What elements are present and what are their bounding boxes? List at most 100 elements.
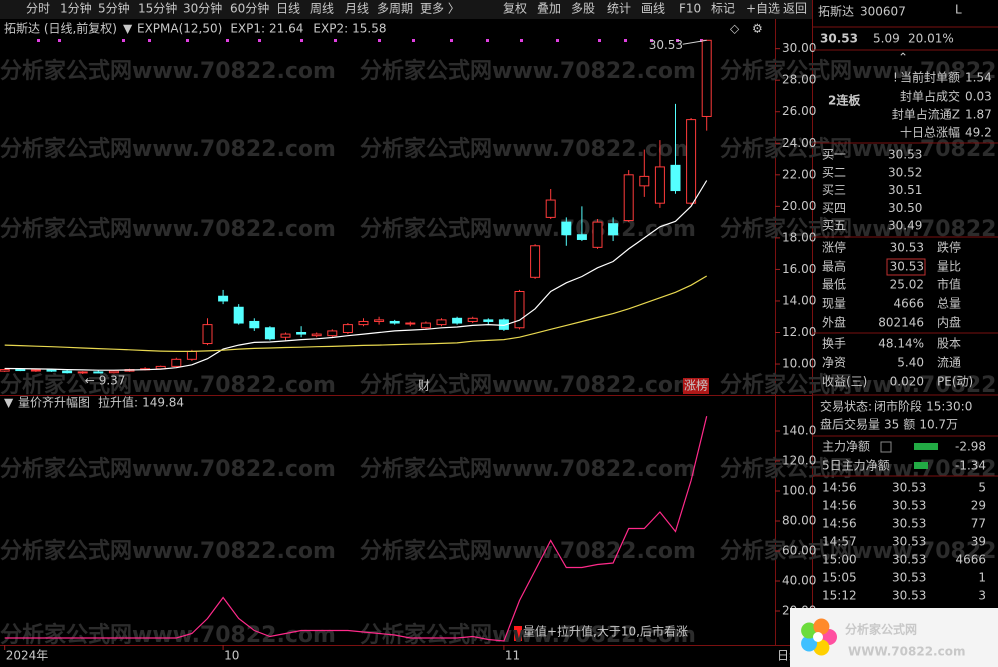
period-tab[interactable]: 1分钟 xyxy=(60,1,92,16)
bid-price: 30.49 xyxy=(888,219,922,233)
y-tick-label: 24.00 xyxy=(782,136,816,150)
tick-time: 14:56 xyxy=(822,499,857,513)
price: 30.53 xyxy=(820,32,858,46)
stock-flag: L xyxy=(955,3,962,17)
stat-label: 涨停 xyxy=(822,240,846,255)
amount-value: 10.7万 xyxy=(919,418,958,432)
flow-icon[interactable] xyxy=(880,441,892,453)
flow-value: -2.98 xyxy=(955,440,986,454)
legend-value: 149.84 xyxy=(142,396,184,410)
period-tab[interactable]: 5分钟 xyxy=(98,1,130,16)
bid-label: 买四 xyxy=(822,201,846,215)
candle-body xyxy=(77,371,88,374)
more-icon[interactable]: ⚙ xyxy=(752,22,763,36)
y-tick-label: 80.00 xyxy=(782,514,816,528)
tool-button[interactable]: 返回 xyxy=(783,2,807,16)
toolbar xyxy=(0,0,812,19)
status-phase: 闭市阶段 xyxy=(874,399,922,414)
period-tab[interactable]: 月线 xyxy=(345,2,369,16)
high-label: 30.53 xyxy=(649,38,683,52)
change-pct: 20.01% xyxy=(908,32,954,46)
tool-button[interactable]: 画线 xyxy=(641,2,665,16)
info-icon: ! xyxy=(893,71,898,85)
watermark: 分析家公式网www.70822.com xyxy=(0,456,336,482)
high-pointer xyxy=(682,39,707,45)
bid-label: 买二 xyxy=(822,165,846,179)
diamond-icon[interactable]: ◇ xyxy=(730,22,740,36)
tick-price: 30.53 xyxy=(892,481,926,495)
stat-label: 收益(三) xyxy=(822,375,867,389)
candle-body xyxy=(218,295,229,302)
signal-dot xyxy=(258,39,261,42)
signal-dot xyxy=(334,39,337,42)
y-tick-label: 60.00 xyxy=(782,544,816,558)
tool-button[interactable]: 多股 xyxy=(571,2,595,16)
dropdown-icon[interactable]: ▼ xyxy=(123,22,133,36)
logo-petal xyxy=(813,618,830,635)
stat-label: 总量 xyxy=(937,297,961,311)
period-tab[interactable]: 更多 〉 xyxy=(420,2,460,16)
watermark: 分析家公式网www.70822.com xyxy=(360,456,696,482)
tool-button[interactable]: 复权 xyxy=(503,2,527,16)
signal-annotation: 量值+拉升值,大于10,后市看涨 xyxy=(523,624,688,639)
candle-body xyxy=(561,221,572,236)
logo-petal xyxy=(801,622,818,639)
tick-price: 30.53 xyxy=(892,535,926,549)
tool-button[interactable]: 叠加 xyxy=(537,2,561,16)
candle-body xyxy=(374,319,385,322)
signal-dot xyxy=(520,39,523,42)
candle-body xyxy=(592,221,603,248)
collapse-icon[interactable]: ▼ xyxy=(4,396,14,410)
signal-dot xyxy=(624,39,627,42)
bid-price: 30.50 xyxy=(888,201,922,215)
stat-value: 48.14% xyxy=(878,337,924,351)
watermark: 分析家公式网www.70822.com xyxy=(0,372,336,398)
candle-body xyxy=(342,324,353,334)
after-label: 盘后交易量 xyxy=(820,417,880,432)
flow-value: -1.34 xyxy=(955,459,986,473)
flow-bar xyxy=(914,443,938,450)
tool-button[interactable]: F10 xyxy=(679,2,701,16)
stat-label: 内盘 xyxy=(937,315,961,330)
watermark: 分析家公式网www.70822.com xyxy=(360,538,696,564)
tool-button[interactable]: +自选 xyxy=(746,2,780,16)
period-tab[interactable]: 多周期 xyxy=(377,2,413,16)
x-tick-label: 11 xyxy=(505,649,520,663)
seal-value: 1.87 xyxy=(965,108,992,122)
period-tab[interactable]: 30分钟 xyxy=(183,1,222,16)
period-tab[interactable]: 分时 xyxy=(26,2,50,16)
legend-value: 21.64 xyxy=(269,22,303,36)
candle-body xyxy=(623,174,634,222)
period-tab[interactable]: 日线 xyxy=(276,2,300,16)
period-tab[interactable]: 15分钟 xyxy=(138,1,177,16)
watermark: 分析家公式网www.70822.com xyxy=(360,622,696,648)
candle-body xyxy=(436,319,447,326)
y-tick-label: 12.00 xyxy=(782,325,816,339)
candle-body xyxy=(358,320,369,326)
candle-body xyxy=(405,322,416,325)
candle-body xyxy=(249,320,260,329)
tool-button[interactable]: 标记 xyxy=(711,2,735,16)
stat-label: 最高 xyxy=(822,259,846,274)
streak-badge: 2连板 xyxy=(828,93,861,108)
y-tick-label: 40.00 xyxy=(782,574,816,588)
candle-body xyxy=(483,319,494,322)
y-tick-label: 120.0 xyxy=(782,454,816,468)
watermark: 分析家公式网www.70822.com xyxy=(0,538,336,564)
candle-body xyxy=(670,164,681,192)
tick-time: 14:56 xyxy=(822,517,857,531)
logo-petal xyxy=(801,635,818,652)
flow-label: 主力净额 xyxy=(822,440,870,454)
tick-price: 30.53 xyxy=(892,589,926,603)
y-tick-label: 28.00 xyxy=(782,73,816,87)
candle-body xyxy=(264,327,275,340)
signal-dot xyxy=(676,39,679,42)
seal-value: 49.2 xyxy=(965,126,992,140)
collapse-toggle[interactable]: ⌃ xyxy=(898,51,908,65)
low-label: 9.37 xyxy=(99,373,126,387)
stat-label: PE(动) xyxy=(937,375,973,389)
tick-time: 14:56 xyxy=(822,481,857,495)
period-tab[interactable]: 周线 xyxy=(310,2,334,16)
period-tab[interactable]: 60分钟 xyxy=(230,1,269,16)
tool-button[interactable]: 统计 xyxy=(607,2,631,16)
